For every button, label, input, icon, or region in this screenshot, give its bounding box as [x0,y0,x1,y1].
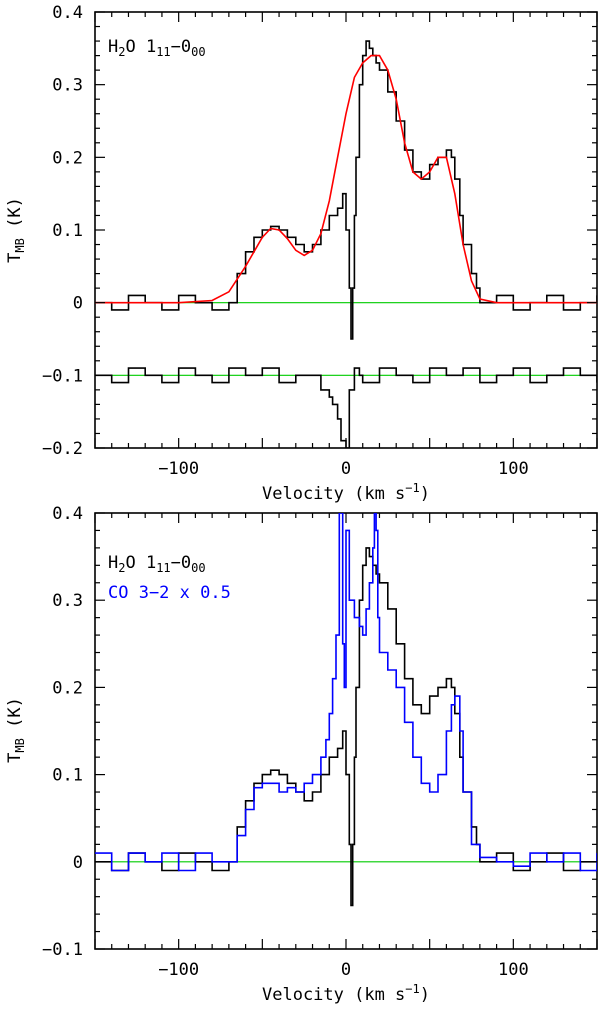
bottom-ticks-group [94,512,598,950]
y-tick-label: 0 [73,853,83,873]
bottom-series-group [95,513,597,907]
x-tick-label: 0 [341,960,351,980]
bottom-panel: −0.1 0 0.1 0.2 0.3 0.4 −100 0 100 H2O 111−000 C… [5,504,598,1005]
y-tick-label: 0 [73,294,83,314]
y-tick-label: −0.1 [42,940,83,960]
y-tick-label: 0.2 [52,678,83,698]
top-y-axis-label: TMB (K) [5,197,27,263]
bottom-y-axis-label: TMB (K) [5,697,27,763]
series-residual [95,367,597,448]
top-ticks-group [94,11,598,449]
bottom-y-tick-labels: −0.1 0 0.1 0.2 0.3 0.4 [42,504,83,960]
series-gaussian-fit [95,54,597,304]
y-tick-label: −0.2 [42,439,83,459]
y-tick-label: 0.1 [52,766,83,786]
x-tick-label: 100 [498,960,529,980]
x-tick-label: 0 [341,459,351,479]
bottom-x-tick-labels: −100 0 100 [158,960,529,980]
top-panel: −0.2 −0.1 0 0.1 0.2 0.3 0.4 −100 0 100 H2O 111−0… [5,3,598,504]
x-tick-label: 100 [498,459,529,479]
y-tick-label: 0.3 [52,76,83,96]
y-tick-label: 0.3 [52,591,83,611]
top-series-group [95,40,597,448]
bottom-legend-co: CO 3−2 x 0.5 [108,583,231,603]
top-x-axis-label: Velocity (km s−1) [262,481,430,504]
series-h2o-1-11-0-00-spectrum [95,40,597,340]
y-tick-label: 0.1 [52,221,83,241]
x-tick-label: −100 [158,960,199,980]
top-x-tick-labels: −100 0 100 [158,459,529,479]
bottom-legend-h2o: H2O 111−000 [108,553,206,575]
top-legend-h2o: H2O 111−000 [108,37,206,59]
y-tick-label: 0.4 [52,3,83,23]
y-tick-label: 0.4 [52,504,83,524]
top-y-tick-labels: −0.2 −0.1 0 0.1 0.2 0.3 0.4 [42,3,83,459]
bottom-x-axis-label: Velocity (km s−1) [262,982,430,1005]
y-tick-label: −0.1 [42,366,83,386]
y-tick-label: 0.2 [52,148,83,168]
series-co-3-2-x-0-5 [95,513,597,872]
x-tick-label: −100 [158,459,199,479]
